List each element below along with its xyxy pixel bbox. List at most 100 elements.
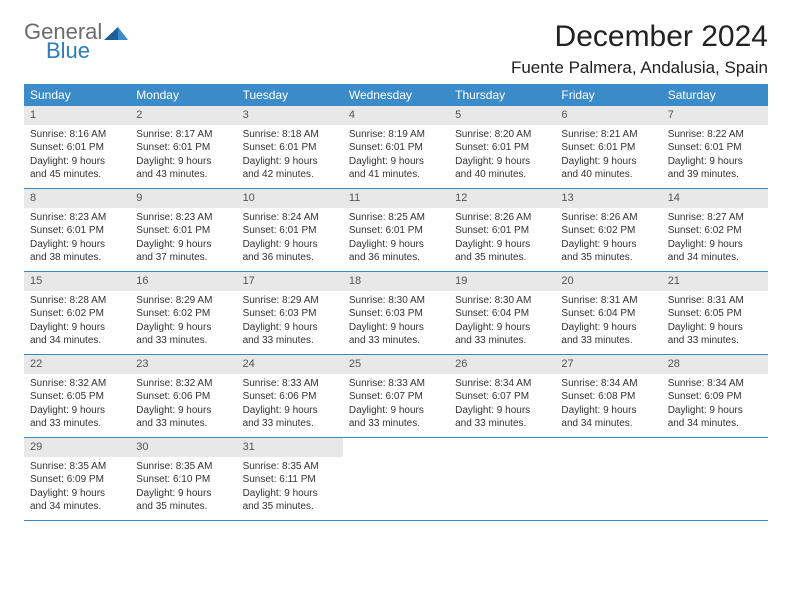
daylight-line2: and 33 minutes. [455, 417, 549, 431]
sunrise-line: Sunrise: 8:35 AM [243, 460, 337, 474]
daylight-line1: Daylight: 9 hours [243, 404, 337, 418]
day-cell: 7Sunrise: 8:22 AMSunset: 6:01 PMDaylight… [662, 106, 768, 188]
sunrise-line: Sunrise: 8:26 AM [455, 211, 549, 225]
day-number: 17 [237, 272, 343, 291]
weekday-thursday: Thursday [449, 84, 555, 106]
daylight-line2: and 33 minutes. [349, 417, 443, 431]
weekday-saturday: Saturday [662, 84, 768, 106]
sunset-line: Sunset: 6:01 PM [243, 224, 337, 238]
daylight-line2: and 45 minutes. [30, 168, 124, 182]
daylight-line2: and 35 minutes. [561, 251, 655, 265]
sunset-line: Sunset: 6:01 PM [243, 141, 337, 155]
day-number: 12 [449, 189, 555, 208]
day-body: Sunrise: 8:35 AMSunset: 6:09 PMDaylight:… [24, 457, 130, 519]
weekday-friday: Friday [555, 84, 661, 106]
sunset-line: Sunset: 6:01 PM [561, 141, 655, 155]
day-number: 24 [237, 355, 343, 374]
weekday-wednesday: Wednesday [343, 84, 449, 106]
day-cell: 19Sunrise: 8:30 AMSunset: 6:04 PMDayligh… [449, 272, 555, 354]
day-number: 16 [130, 272, 236, 291]
sunrise-line: Sunrise: 8:20 AM [455, 128, 549, 142]
day-body: Sunrise: 8:17 AMSunset: 6:01 PMDaylight:… [130, 125, 236, 187]
day-cell: 31Sunrise: 8:35 AMSunset: 6:11 PMDayligh… [237, 438, 343, 520]
day-body: Sunrise: 8:34 AMSunset: 6:08 PMDaylight:… [555, 374, 661, 436]
weekday-tuesday: Tuesday [237, 84, 343, 106]
sunrise-line: Sunrise: 8:22 AM [668, 128, 762, 142]
sunrise-line: Sunrise: 8:32 AM [30, 377, 124, 391]
daylight-line1: Daylight: 9 hours [30, 487, 124, 501]
day-body: Sunrise: 8:23 AMSunset: 6:01 PMDaylight:… [24, 208, 130, 270]
sunset-line: Sunset: 6:01 PM [455, 141, 549, 155]
day-cell: 25Sunrise: 8:33 AMSunset: 6:07 PMDayligh… [343, 355, 449, 437]
daylight-line1: Daylight: 9 hours [349, 155, 443, 169]
sunrise-line: Sunrise: 8:23 AM [136, 211, 230, 225]
day-cell: 13Sunrise: 8:26 AMSunset: 6:02 PMDayligh… [555, 189, 661, 271]
day-number: 11 [343, 189, 449, 208]
sunrise-line: Sunrise: 8:27 AM [668, 211, 762, 225]
header: General Blue December 2024 Fuente Palmer… [24, 20, 768, 78]
sunset-line: Sunset: 6:01 PM [349, 224, 443, 238]
daylight-line2: and 33 minutes. [30, 417, 124, 431]
weekday-sunday: Sunday [24, 84, 130, 106]
sunrise-line: Sunrise: 8:19 AM [349, 128, 443, 142]
daylight-line1: Daylight: 9 hours [668, 404, 762, 418]
sunrise-line: Sunrise: 8:25 AM [349, 211, 443, 225]
day-body: Sunrise: 8:25 AMSunset: 6:01 PMDaylight:… [343, 208, 449, 270]
day-cell: 4Sunrise: 8:19 AMSunset: 6:01 PMDaylight… [343, 106, 449, 188]
sunset-line: Sunset: 6:02 PM [561, 224, 655, 238]
sunrise-line: Sunrise: 8:33 AM [243, 377, 337, 391]
daylight-line1: Daylight: 9 hours [30, 238, 124, 252]
day-cell: 29Sunrise: 8:35 AMSunset: 6:09 PMDayligh… [24, 438, 130, 520]
daylight-line1: Daylight: 9 hours [455, 238, 549, 252]
location: Fuente Palmera, Andalusia, Spain [511, 58, 768, 78]
day-body: Sunrise: 8:20 AMSunset: 6:01 PMDaylight:… [449, 125, 555, 187]
daylight-line1: Daylight: 9 hours [136, 238, 230, 252]
daylight-line1: Daylight: 9 hours [30, 321, 124, 335]
daylight-line2: and 33 minutes. [561, 334, 655, 348]
daylight-line1: Daylight: 9 hours [668, 321, 762, 335]
day-body: Sunrise: 8:29 AMSunset: 6:03 PMDaylight:… [237, 291, 343, 353]
day-cell: 5Sunrise: 8:20 AMSunset: 6:01 PMDaylight… [449, 106, 555, 188]
day-number: 2 [130, 106, 236, 125]
day-number: 1 [24, 106, 130, 125]
day-cell: 14Sunrise: 8:27 AMSunset: 6:02 PMDayligh… [662, 189, 768, 271]
day-number: 23 [130, 355, 236, 374]
sunset-line: Sunset: 6:07 PM [349, 390, 443, 404]
day-cell: 12Sunrise: 8:26 AMSunset: 6:01 PMDayligh… [449, 189, 555, 271]
daylight-line1: Daylight: 9 hours [455, 321, 549, 335]
day-body: Sunrise: 8:21 AMSunset: 6:01 PMDaylight:… [555, 125, 661, 187]
sunset-line: Sunset: 6:01 PM [136, 224, 230, 238]
sunset-line: Sunset: 6:11 PM [243, 473, 337, 487]
daylight-line2: and 37 minutes. [136, 251, 230, 265]
sunset-line: Sunset: 6:01 PM [30, 141, 124, 155]
day-cell: . [555, 438, 661, 520]
daylight-line2: and 43 minutes. [136, 168, 230, 182]
daylight-line1: Daylight: 9 hours [30, 155, 124, 169]
daylight-line2: and 33 minutes. [243, 417, 337, 431]
sunrise-line: Sunrise: 8:24 AM [243, 211, 337, 225]
day-body: Sunrise: 8:24 AMSunset: 6:01 PMDaylight:… [237, 208, 343, 270]
day-number: 27 [555, 355, 661, 374]
day-number: 5 [449, 106, 555, 125]
daylight-line2: and 42 minutes. [243, 168, 337, 182]
day-cell: 16Sunrise: 8:29 AMSunset: 6:02 PMDayligh… [130, 272, 236, 354]
day-number: 26 [449, 355, 555, 374]
sunset-line: Sunset: 6:01 PM [349, 141, 443, 155]
day-body: Sunrise: 8:32 AMSunset: 6:05 PMDaylight:… [24, 374, 130, 436]
sunrise-line: Sunrise: 8:35 AM [136, 460, 230, 474]
day-body: Sunrise: 8:23 AMSunset: 6:01 PMDaylight:… [130, 208, 236, 270]
daylight-line1: Daylight: 9 hours [243, 487, 337, 501]
daylight-line2: and 36 minutes. [349, 251, 443, 265]
day-body: Sunrise: 8:34 AMSunset: 6:09 PMDaylight:… [662, 374, 768, 436]
daylight-line2: and 40 minutes. [455, 168, 549, 182]
day-cell: 21Sunrise: 8:31 AMSunset: 6:05 PMDayligh… [662, 272, 768, 354]
sunrise-line: Sunrise: 8:18 AM [243, 128, 337, 142]
sunset-line: Sunset: 6:05 PM [668, 307, 762, 321]
sunrise-line: Sunrise: 8:26 AM [561, 211, 655, 225]
day-body: Sunrise: 8:31 AMSunset: 6:04 PMDaylight:… [555, 291, 661, 353]
daylight-line1: Daylight: 9 hours [349, 321, 443, 335]
day-cell: . [662, 438, 768, 520]
day-cell: 27Sunrise: 8:34 AMSunset: 6:08 PMDayligh… [555, 355, 661, 437]
daylight-line2: and 40 minutes. [561, 168, 655, 182]
day-cell: 17Sunrise: 8:29 AMSunset: 6:03 PMDayligh… [237, 272, 343, 354]
